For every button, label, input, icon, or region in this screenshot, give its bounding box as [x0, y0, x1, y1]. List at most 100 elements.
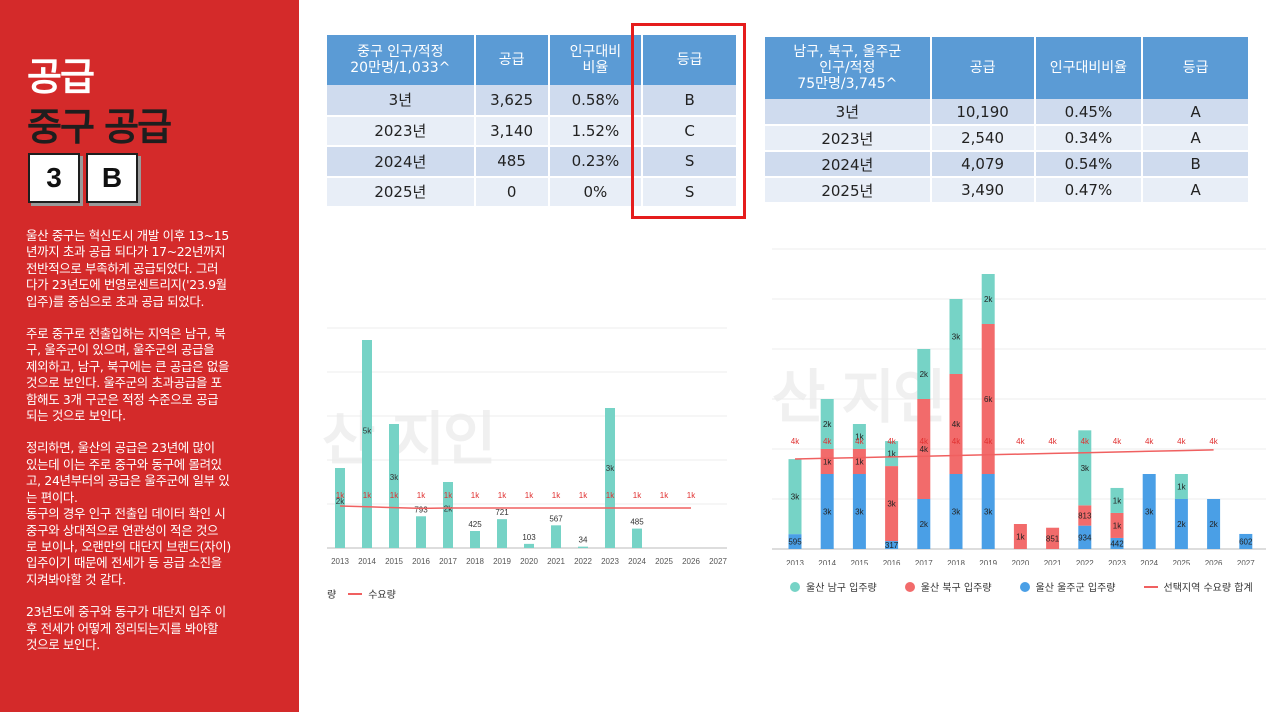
supply-bar: [578, 546, 588, 548]
segment-label: 1k: [855, 433, 864, 442]
stacked-bar-segment: [949, 474, 963, 549]
x-tick-label: 2016: [883, 559, 901, 565]
demand-label: 4k: [920, 437, 929, 446]
table-cell: 2024년: [327, 146, 476, 178]
stacked-bar-segment: [885, 441, 899, 467]
bar-label: 567: [549, 514, 563, 523]
table-header: 공급: [474, 35, 550, 85]
table-cell: S: [642, 146, 738, 178]
stacked-bar-segment: [917, 499, 931, 549]
supply-bar: [335, 468, 345, 548]
stacked-bar-segment: [885, 466, 899, 542]
demand-label: 1k: [336, 491, 345, 500]
other-districts-supply-table: 남구, 북구, 울주군 인구/적정 75만명/3,745^ 공급 인구대비비율 …: [765, 37, 1250, 204]
demand-label: 1k: [579, 491, 588, 500]
stacked-bar-segment: [1013, 524, 1027, 549]
segment-label: 1k: [1113, 521, 1122, 530]
table-header: 등급: [642, 35, 738, 85]
stacked-bar-segment: [949, 299, 963, 374]
stacked-bar-segment: [820, 399, 834, 449]
bar-label: 2k: [336, 497, 345, 506]
grade-column-highlight: [631, 23, 746, 219]
table-cell: A: [1142, 125, 1250, 152]
demand-line-swatch: [1143, 585, 1158, 588]
stacked-bar-segment: [949, 374, 963, 474]
bar-label: 425: [468, 520, 482, 529]
segment-label: 3k: [855, 508, 864, 517]
segment-label: 1k: [1113, 496, 1122, 505]
sidebar-panel: 공급 중구 공급 3 B 울산 중구는 혁신도시 개발 이후 13~15 년까지…: [0, 0, 299, 712]
stacked-bar-segment: [1110, 487, 1124, 513]
table-cell: 2023년: [327, 115, 476, 147]
bar-label: 3k: [606, 464, 615, 473]
segment-label: 3k: [823, 508, 832, 517]
segment-label: 3k: [1081, 464, 1090, 473]
paragraph: 23년도에 중구와 동구가 대단지 입주 이 후 전세가 어떻게 정리되는지를 …: [26, 604, 226, 652]
stacked-bar-segment: [981, 274, 995, 324]
demand-label: 4k: [984, 437, 993, 446]
table-cell: B: [642, 85, 738, 117]
segment-label: 6k: [984, 395, 993, 404]
x-tick-label: 2027: [1237, 559, 1255, 565]
table-cell: 3년: [327, 85, 476, 117]
supply-bar: [362, 340, 372, 548]
legend-swatch: [904, 581, 915, 592]
bar-label: 485: [630, 518, 644, 527]
segment-label: 602: [1239, 537, 1253, 546]
stacked-bar-segment: [1207, 499, 1221, 549]
table-row: 2025년 3,490 0.47% A: [765, 177, 1250, 204]
demand-label: 1k: [417, 491, 426, 500]
segment-label: 595: [788, 538, 802, 547]
segment-label: 4k: [952, 420, 961, 429]
stacked-bar-segment: [917, 399, 931, 499]
demand-label: 1k: [660, 491, 669, 500]
demand-line-swatch: [348, 592, 363, 595]
bar-label: 34: [579, 536, 588, 545]
segment-label: 2k: [823, 420, 832, 429]
x-tick-label: 2017: [439, 557, 457, 566]
junggu-supply-chart: 2k 2013 5k 2014 3k 2015 793 2016 2k 2017 425 2018 72…: [327, 327, 727, 566]
demand-label: 1k: [363, 491, 372, 500]
analysis-text: 울산 중구는 혁신도시 개발 이후 13~15 년까지 초과 공급 되다가 17…: [26, 228, 274, 669]
table-cell: 10,190: [930, 99, 1036, 126]
table-row: 2023년 2,540 0.34% A: [765, 125, 1250, 152]
table-header: 중구 인구/적정 20만명/1,033^: [327, 35, 476, 85]
demand-label: 4k: [823, 437, 832, 446]
segment-label: 3k: [887, 500, 896, 509]
junggu-supply-table: 중구 인구/적정 20만명/1,033^ 공급 인구대비 비율 등급 3년 3,…: [327, 35, 738, 208]
x-tick-label: 2015: [851, 559, 869, 565]
demand-label: 4k: [1145, 437, 1154, 446]
segment-label: 851: [1046, 534, 1060, 543]
supply-bar: [605, 408, 615, 548]
demand-line: [794, 449, 1214, 460]
bar-label: 721: [495, 508, 509, 517]
stacked-bar-segment: [1142, 474, 1156, 549]
paragraph: 울산 중구는 혁신도시 개발 이후 13~15 년까지 초과 공급 되다가 17…: [26, 228, 229, 309]
slide-subtitle: 중구 공급: [27, 105, 172, 149]
table-cell: A: [1142, 177, 1250, 204]
x-tick-label: 2019: [979, 559, 997, 565]
stacked-bar-segment: [981, 324, 995, 474]
segment-label: 1k: [823, 458, 832, 467]
stacked-bar-segment: [852, 424, 866, 449]
paragraph: 주로 중구로 전출입하는 지역은 남구, 북 구, 울주군이 있으며, 울주군의…: [26, 326, 230, 424]
table-cell: 0.58%: [548, 85, 644, 117]
demand-label: 4k: [1209, 437, 1218, 446]
stacked-bar-segment: [1239, 533, 1253, 549]
table-header: 인구대비 비율: [548, 35, 644, 85]
table-cell: 3,490: [930, 177, 1036, 204]
stacked-bar-segment: [1110, 512, 1124, 538]
table-cell: 0.54%: [1034, 151, 1144, 178]
x-tick-label: 2017: [915, 559, 933, 565]
x-tick-label: 2027: [709, 557, 727, 566]
legend-label: 울산 남구 입주량: [806, 583, 877, 594]
demand-line: [339, 505, 691, 510]
table-row: 2023년 3,140 1.52% C: [327, 115, 738, 147]
segment-label: 3k: [791, 493, 800, 502]
x-tick-label: 2013: [786, 559, 804, 565]
table-cell: 1.52%: [548, 115, 644, 147]
demand-label: 4k: [1081, 437, 1090, 446]
legend-swatch: [790, 581, 800, 592]
table-cell: 0.45%: [1034, 99, 1144, 126]
x-tick-label: 2014: [358, 557, 376, 566]
